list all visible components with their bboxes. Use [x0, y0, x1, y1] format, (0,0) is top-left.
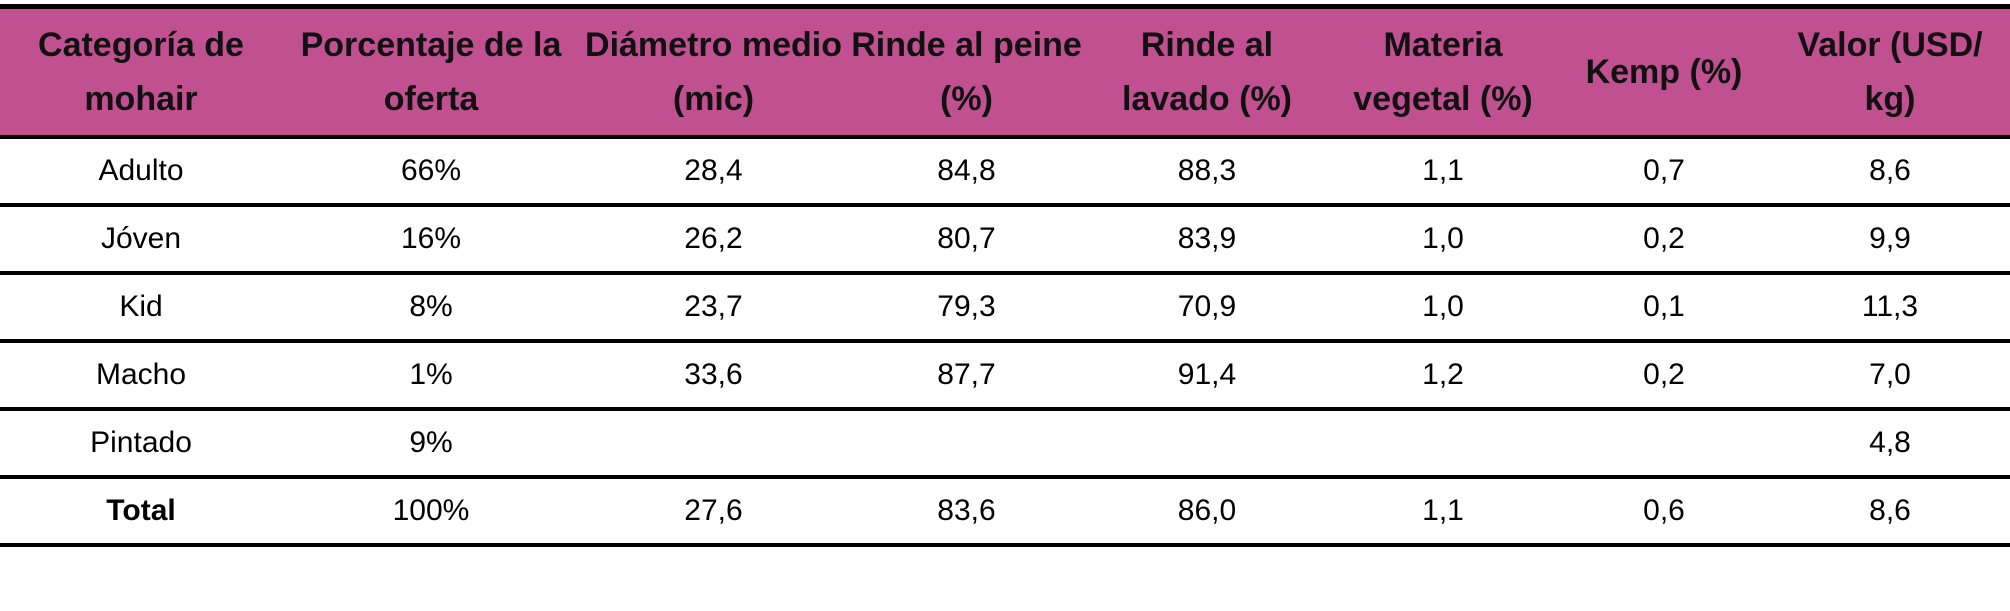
table-cell: 80,7	[847, 205, 1086, 275]
table-cell: 1%	[282, 341, 580, 411]
table-cell	[1086, 409, 1328, 479]
header-cell: Porcentaje de la oferta	[282, 4, 580, 139]
header-cell: Categoría de mohair	[0, 4, 282, 139]
table-cell: 88,3	[1086, 137, 1328, 207]
table-row: Total 100% 27,6 83,6 86,0 1,1 0,6 8,6	[0, 477, 2010, 547]
table-cell: 26,2	[580, 205, 847, 275]
table-cell: Pintado	[0, 409, 282, 479]
table-cell: 8%	[282, 273, 580, 343]
table-cell: 9,9	[1770, 205, 2010, 275]
table-cell: Adulto	[0, 137, 282, 207]
table-cell: 1,2	[1328, 341, 1558, 411]
table-cell: 4,8	[1770, 409, 2010, 479]
table-cell: 91,4	[1086, 341, 1328, 411]
header-cell: Rinde al peine (%)	[847, 4, 1086, 139]
table-cell: 83,9	[1086, 205, 1328, 275]
table-cell: 28,4	[580, 137, 847, 207]
data-table: Categoría de mohair Porcentaje de la ofer…	[0, 4, 2010, 547]
table-cell: 9%	[282, 409, 580, 479]
table-cell: 0,2	[1558, 205, 1770, 275]
table-cell: 8,6	[1770, 477, 2010, 547]
table-cell: Total	[0, 477, 282, 547]
table-row: Adulto 66% 28,4 84,8 88,3 1,1 0,7 8,6	[0, 137, 2010, 207]
header-cell: Valor (USD/ kg)	[1770, 4, 2010, 139]
header-cell: Rinde al lavado (%)	[1086, 4, 1328, 139]
table-cell: 0,7	[1558, 137, 1770, 207]
table-cell: 66%	[282, 137, 580, 207]
table-cell	[580, 409, 847, 479]
header-cell: Materia vegetal (%)	[1328, 4, 1558, 139]
table-row: Jóven 16% 26,2 80,7 83,9 1,0 0,2 9,9	[0, 205, 2010, 275]
table-cell: 1,1	[1328, 477, 1558, 547]
table-cell: 16%	[282, 205, 580, 275]
table-cell	[1558, 409, 1770, 479]
table-cell	[847, 409, 1086, 479]
header-cell: Kemp (%)	[1558, 4, 1770, 139]
table-cell: 1,0	[1328, 273, 1558, 343]
table-cell: 84,8	[847, 137, 1086, 207]
table-cell: 27,6	[580, 477, 847, 547]
table-row: Pintado 9% 4,8	[0, 409, 2010, 479]
table-cell: Kid	[0, 273, 282, 343]
table-cell: 0,2	[1558, 341, 1770, 411]
table-cell: Macho	[0, 341, 282, 411]
table-body: Adulto 66% 28,4 84,8 88,3 1,1 0,7 8,6 Jóven 16% 26…	[0, 137, 2010, 547]
table-cell: Jóven	[0, 205, 282, 275]
table-cell: 79,3	[847, 273, 1086, 343]
header-row: Categoría de mohair Porcentaje de la ofer…	[0, 4, 2010, 139]
table-cell: 1,1	[1328, 137, 1558, 207]
header-cell: Diámetro medio (mic)	[580, 4, 847, 139]
table-cell	[1328, 409, 1558, 479]
table-cell: 87,7	[847, 341, 1086, 411]
table-cell: 11,3	[1770, 273, 2010, 343]
table-cell: 33,6	[580, 341, 847, 411]
table-cell: 1,0	[1328, 205, 1558, 275]
table-row: Macho 1% 33,6 87,7 91,4 1,2 0,2 7,0	[0, 341, 2010, 411]
table-cell: 70,9	[1086, 273, 1328, 343]
table-cell: 23,7	[580, 273, 847, 343]
table-cell: 7,0	[1770, 341, 2010, 411]
table-cell: 83,6	[847, 477, 1086, 547]
table-cell: 100%	[282, 477, 580, 547]
table-cell: 86,0	[1086, 477, 1328, 547]
table-cell: 0,1	[1558, 273, 1770, 343]
table-cell: 8,6	[1770, 137, 2010, 207]
table-row: Kid 8% 23,7 79,3 70,9 1,0 0,1 11,3	[0, 273, 2010, 343]
table-cell: 0,6	[1558, 477, 1770, 547]
